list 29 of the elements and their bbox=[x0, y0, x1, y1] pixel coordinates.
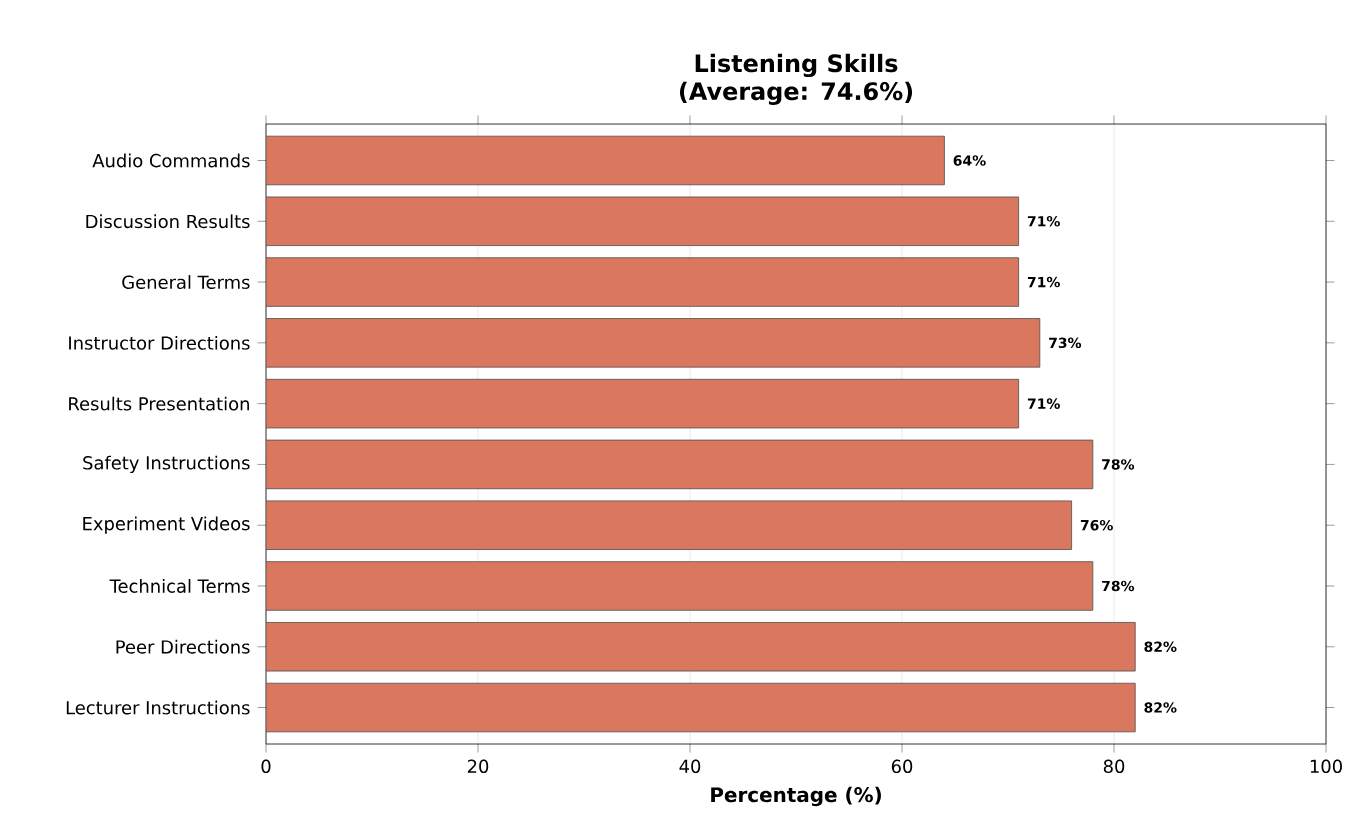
bar bbox=[266, 378, 1020, 429]
bar bbox=[266, 257, 1020, 307]
x-tick-label: 60 bbox=[891, 759, 913, 774]
x-tick-label: 0 bbox=[261, 759, 271, 774]
bar bbox=[266, 622, 1136, 672]
y-tick-label: Experiment Videos bbox=[83, 516, 250, 534]
y-tick-label: Audio Commands bbox=[92, 153, 250, 168]
bar bbox=[266, 135, 945, 186]
x-axis-title: Percentage (%) bbox=[711, 786, 881, 807]
chart-title: Listening Skills bbox=[695, 53, 898, 78]
chart-subtitle: (Average: 74.6%) bbox=[679, 81, 913, 106]
y-tick-label: General Terms bbox=[122, 275, 250, 289]
x-tick-label: 80 bbox=[1103, 759, 1125, 774]
bar bbox=[266, 196, 1020, 246]
y-tick-label: Instructor Directions bbox=[69, 335, 250, 350]
bar bbox=[266, 439, 1094, 490]
bar bbox=[266, 561, 1094, 611]
bar bbox=[266, 500, 1073, 550]
y-tick-label: Safety Instructions bbox=[83, 455, 250, 474]
bar bbox=[266, 318, 1041, 368]
y-tick-label: Lecturer Instructions bbox=[66, 700, 250, 715]
x-tick-label: 40 bbox=[679, 759, 701, 774]
y-tick-label: Technical Terms bbox=[109, 579, 250, 593]
y-tick-label: Peer Directions bbox=[116, 639, 250, 654]
x-tick-label: 20 bbox=[467, 759, 489, 774]
y-tick-label: Results Presentation bbox=[69, 396, 249, 411]
x-tick-label: 100 bbox=[1310, 759, 1342, 774]
bar bbox=[266, 682, 1136, 733]
y-tick-label: Discussion Results bbox=[86, 214, 250, 229]
